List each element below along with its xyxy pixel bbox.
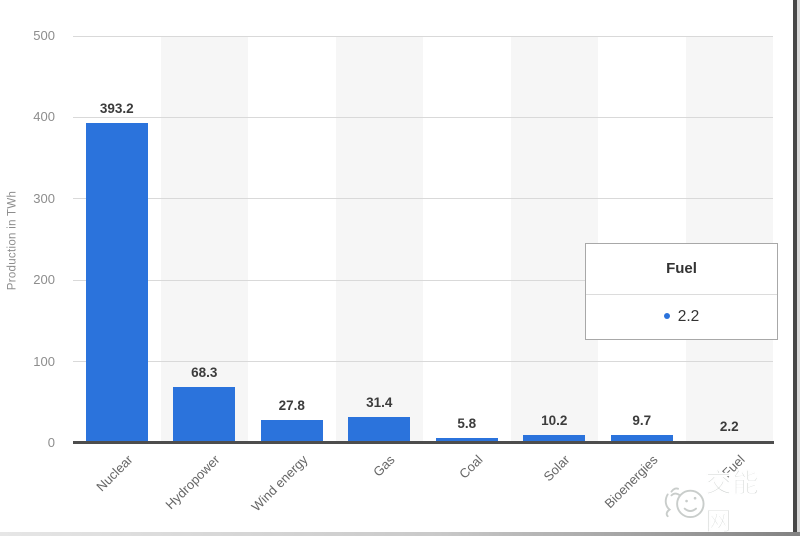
bar-value-label: 2.2 — [719, 419, 739, 434]
watermark: 交能网 — [662, 468, 782, 536]
x-axis-label: Hydropower — [162, 452, 223, 513]
gridline — [73, 279, 773, 281]
y-tick-label: 300 — [33, 190, 55, 206]
bird-face-logo-icon — [664, 487, 705, 519]
x-axis-label: Gas — [370, 452, 398, 480]
x-axis-label: Coal — [455, 452, 486, 482]
screen-edge-right-outer — [797, 0, 800, 536]
tooltip-title: Fuel — [586, 244, 777, 295]
bar-value-label: 27.8 — [278, 398, 305, 413]
bar[interactable] — [348, 417, 411, 443]
bar[interactable] — [85, 123, 148, 443]
bar[interactable] — [260, 420, 323, 443]
plot-band — [160, 36, 248, 443]
gridline — [73, 198, 773, 200]
bar[interactable] — [523, 435, 586, 443]
tooltip: Fuel 2.2 — [585, 243, 778, 340]
x-axis-label: Nuclear — [93, 452, 136, 495]
y-tick-label: 400 — [33, 109, 55, 125]
bar-value-label: 5.8 — [457, 416, 477, 431]
bar[interactable] — [610, 435, 673, 443]
x-axis-label: Solar — [540, 452, 573, 485]
bar-value-label: 10.2 — [541, 413, 568, 428]
gridline — [73, 116, 773, 118]
bar-value-label: 393.2 — [99, 101, 134, 116]
y-axis-title: Production in TWh — [6, 190, 19, 291]
series-dot-icon — [663, 312, 670, 319]
plot-band — [685, 36, 773, 443]
y-tick-label: 200 — [33, 272, 55, 288]
gridline — [73, 35, 773, 37]
bar-value-label: 9.7 — [632, 413, 652, 428]
watermark-text: 交能网 — [705, 468, 760, 536]
x-axis-line — [73, 441, 774, 444]
x-axis-label: Wind energy — [248, 452, 311, 515]
screen-edge-bottom — [0, 532, 800, 536]
bar[interactable] — [435, 438, 498, 443]
tooltip-value: 2.2 — [677, 308, 700, 325]
y-tick-label: 100 — [33, 353, 55, 369]
plot-band — [335, 36, 423, 443]
gridline — [73, 361, 773, 363]
y-tick-label: 500 — [33, 28, 55, 43]
plot-band — [510, 36, 598, 443]
bar-value-label: 31.4 — [366, 395, 393, 410]
x-axis-label: Bioenergies — [601, 452, 661, 512]
y-tick-label: 0 — [47, 435, 55, 450]
tooltip-value-row: 2.2 — [586, 295, 777, 339]
screen-edge-right — [793, 0, 797, 536]
bar-value-label: 68.3 — [191, 365, 218, 380]
bar[interactable] — [173, 387, 236, 443]
